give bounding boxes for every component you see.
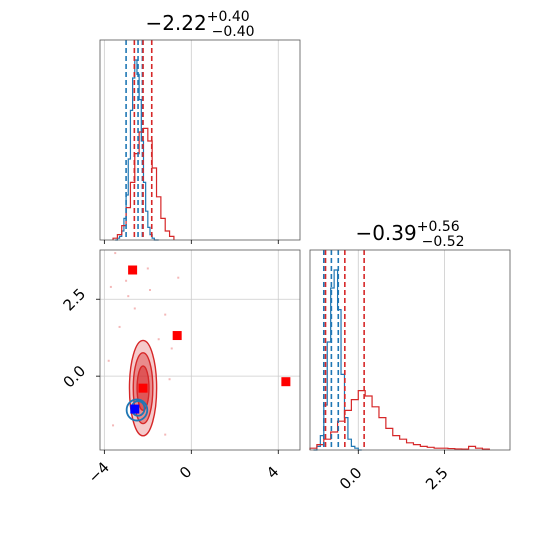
scatter-point: [146, 267, 149, 270]
red-marker-3: [138, 383, 148, 393]
histogram-series-1: [309, 390, 490, 450]
scatter-point: [127, 295, 130, 298]
hist-panel-1-title-main: −2.22: [145, 11, 206, 35]
x-tick-label: 0.0: [336, 464, 366, 494]
hist-panel-2-frame: [309, 249, 511, 451]
contour-panel: −4 0 4 0.0 2.5: [60, 249, 301, 487]
scatter-point: [170, 347, 173, 350]
scatter-point: [114, 252, 117, 255]
scatter-point: [164, 433, 167, 436]
x-tick-label: 2.5: [422, 464, 452, 494]
red-marker-2: [281, 377, 291, 387]
y-tick-label: 2.5: [60, 285, 90, 315]
scatter-point: [164, 313, 167, 316]
histogram-series-0: [115, 59, 159, 241]
scatter-point: [107, 359, 110, 362]
hist-panel-1-title-sup: +0.40: [207, 9, 250, 25]
hist-panel-1-title-sub: −0.40: [212, 24, 255, 40]
blue-contour-level-0: [125, 398, 149, 422]
scatter-point: [168, 378, 171, 381]
y-tick-label: 0.0: [60, 362, 90, 392]
x-tick-label: −4: [85, 458, 113, 486]
x-tick-label: 4: [263, 463, 282, 482]
scatter-point: [112, 424, 115, 427]
hist-panel-2-title-main: −0.39: [355, 221, 416, 245]
histogram-series-0: [313, 269, 362, 451]
hist-panel-2-title-sub: −0.52: [422, 234, 465, 250]
scatter-point: [109, 285, 112, 288]
blue-marker-0: [130, 404, 140, 414]
red-marker-1: [172, 331, 182, 341]
scatter-point: [125, 279, 128, 282]
hist-panel-param-2: 0.0 2.5 −0.39+0.56 −0.52: [309, 219, 511, 494]
scatter-point: [133, 307, 136, 310]
hist-panel-param-1: −2.22+0.40 −0.40: [99, 9, 301, 244]
x-tick-label: 0: [176, 463, 195, 482]
scatter-point: [149, 289, 151, 291]
scatter-point: [157, 338, 160, 341]
contour-panel-frame: [99, 249, 301, 451]
scatter-point: [118, 325, 121, 328]
hist-panel-1-frame: [99, 39, 301, 241]
hist-panel-1-title: −2.22+0.40 −0.40: [145, 9, 254, 40]
scatter-point: [177, 276, 180, 279]
hist-panel-2-title: −0.39+0.56 −0.52: [355, 219, 464, 250]
hist-panel-2-title-sup: +0.56: [417, 219, 460, 235]
red-marker-0: [128, 265, 138, 275]
